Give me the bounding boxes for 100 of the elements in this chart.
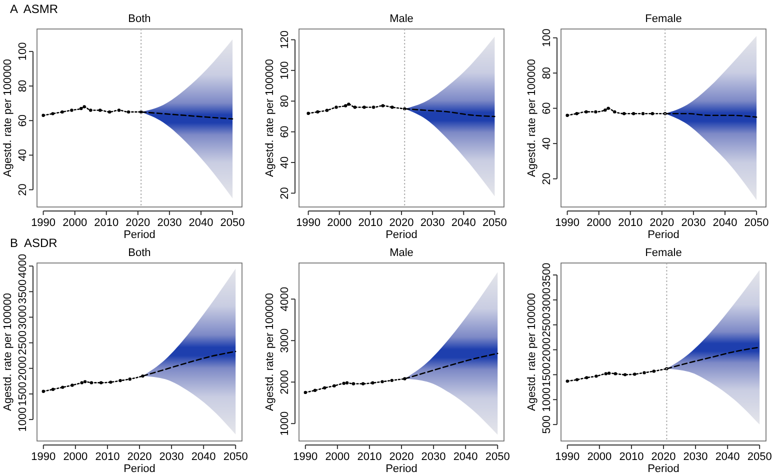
point xyxy=(313,388,317,392)
point xyxy=(304,390,308,394)
point xyxy=(80,381,84,384)
point xyxy=(372,106,376,109)
point xyxy=(390,378,394,382)
x-axis-title: Period xyxy=(124,229,156,241)
point xyxy=(118,379,122,382)
x-tick-label: 2050 xyxy=(223,451,248,463)
y-tick-label: 100 xyxy=(17,42,29,61)
x-tick-label: 2040 xyxy=(451,217,476,229)
x-tick-label: 1990 xyxy=(555,217,580,229)
point xyxy=(98,108,102,112)
point xyxy=(362,106,366,109)
y-tick-label: 3500 xyxy=(17,279,29,304)
point xyxy=(353,106,357,109)
x-tick-label: 2020 xyxy=(651,451,676,463)
point xyxy=(347,102,350,106)
x-tick-label: 2050 xyxy=(485,451,510,463)
x-tick-label: 1990 xyxy=(31,451,56,463)
point xyxy=(652,370,656,373)
x-tick-label: 2040 xyxy=(188,217,214,229)
x-tick-label: 2000 xyxy=(62,217,88,229)
point xyxy=(641,112,645,116)
x-tick-label: 2010 xyxy=(94,217,119,229)
point xyxy=(604,108,607,112)
x-axis-title: Period xyxy=(386,463,418,475)
x-tick-label: 2050 xyxy=(744,217,769,229)
x-tick-label: 1990 xyxy=(555,451,580,463)
y-tick-label: 80 xyxy=(279,94,291,108)
point xyxy=(575,378,579,382)
point xyxy=(371,381,374,385)
y-tick-label: 100 xyxy=(279,61,291,80)
x-tick-label: 2030 xyxy=(157,217,182,229)
y-tick-label: 2500 xyxy=(541,312,553,338)
point xyxy=(633,372,636,376)
point xyxy=(342,382,346,385)
point xyxy=(381,104,384,108)
y-tick-label: 40 xyxy=(541,137,553,150)
y-tick-label: 1000 xyxy=(279,411,291,436)
x-tick-label: 2020 xyxy=(127,451,152,463)
x-axis-title: Period xyxy=(648,463,680,475)
point xyxy=(42,114,45,118)
point xyxy=(82,105,86,108)
point xyxy=(642,371,646,374)
y-tick-label: 60 xyxy=(541,102,553,114)
point xyxy=(70,108,74,112)
chart-title: Both xyxy=(128,247,151,259)
y-tick-label: 80 xyxy=(541,66,553,80)
x-tick-label: 2030 xyxy=(683,451,708,463)
y-tick-label: 20 xyxy=(541,172,553,185)
y-axis-title: Agestd. rate per 100000 xyxy=(526,58,538,178)
point xyxy=(61,386,64,389)
point xyxy=(380,380,384,384)
y-tick-label: 120 xyxy=(279,30,291,49)
y-tick-label: 3000 xyxy=(541,288,553,312)
y-axis-title: Agestd. rate per 100000 xyxy=(2,292,14,412)
point xyxy=(60,110,64,114)
point xyxy=(352,382,356,386)
y-tick-label: 3500 xyxy=(541,262,553,288)
x-tick-label: 2020 xyxy=(126,217,150,229)
x-tick-label: 2010 xyxy=(95,451,120,463)
y-tick-label: 2500 xyxy=(17,330,29,356)
point xyxy=(566,114,569,117)
point xyxy=(126,110,130,114)
y-tick-label: 1500 xyxy=(541,362,553,387)
y-tick-label: 1000 xyxy=(541,387,553,412)
x-tick-label: 2030 xyxy=(420,217,445,229)
x-tick-label: 2050 xyxy=(220,217,245,229)
point xyxy=(622,112,626,116)
point xyxy=(108,110,112,114)
x-tick-label: 2000 xyxy=(586,217,612,229)
y-tick-label: 60 xyxy=(17,114,29,127)
y-tick-label: 4000 xyxy=(279,286,291,312)
point xyxy=(306,112,310,115)
point xyxy=(42,390,46,393)
x-axis-title: Period xyxy=(124,463,156,475)
point xyxy=(575,112,578,116)
x-tick-label: 2040 xyxy=(453,451,478,463)
point xyxy=(650,112,654,116)
y-tick-label: 4000 xyxy=(17,254,29,278)
y-tick-label: 1000 xyxy=(17,407,29,432)
x-tick-label: 2000 xyxy=(325,451,350,463)
x-tick-label: 2050 xyxy=(747,451,772,463)
point xyxy=(344,104,348,108)
y-axis-title: Agestd. rate per 100000 xyxy=(264,58,276,178)
point xyxy=(51,112,54,116)
y-tick-label: 100 xyxy=(541,28,553,47)
point xyxy=(332,384,336,388)
x-tick-label: 1990 xyxy=(31,217,56,229)
point xyxy=(128,378,132,381)
x-tick-label: 1990 xyxy=(293,451,318,463)
x-tick-label: 2020 xyxy=(389,217,414,229)
y-tick-label: 2000 xyxy=(541,338,553,362)
y-tick-label: 500 xyxy=(541,415,553,434)
x-tick-label: 2000 xyxy=(327,217,352,229)
x-tick-label: 2010 xyxy=(358,217,383,229)
x-tick-label: 2050 xyxy=(482,217,507,229)
point xyxy=(109,380,112,384)
y-axis-title: Agestd. rate per 100000 xyxy=(264,292,276,412)
y-tick-label: 2000 xyxy=(279,370,291,394)
